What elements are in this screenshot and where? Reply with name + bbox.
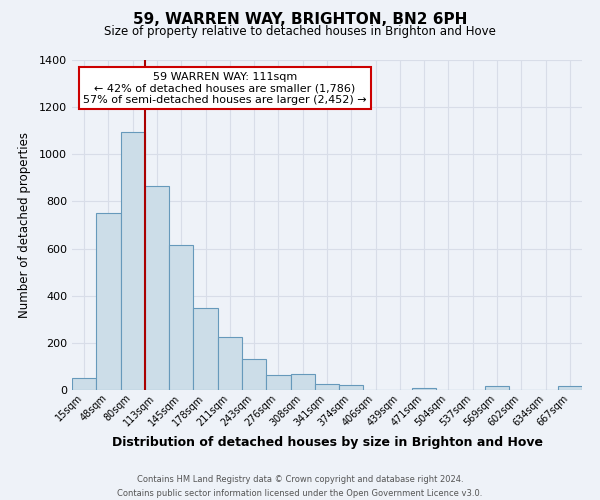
Bar	[339, 386, 364, 390]
Bar	[485, 386, 509, 390]
Bar	[72, 378, 96, 390]
Text: Size of property relative to detached houses in Brighton and Hove: Size of property relative to detached ho…	[104, 25, 496, 38]
Bar	[193, 308, 218, 390]
Bar	[169, 245, 193, 390]
Text: 59, WARREN WAY, BRIGHTON, BN2 6PH: 59, WARREN WAY, BRIGHTON, BN2 6PH	[133, 12, 467, 28]
Bar	[558, 386, 582, 390]
Y-axis label: Number of detached properties: Number of detached properties	[17, 132, 31, 318]
Bar	[315, 384, 339, 390]
Bar	[242, 360, 266, 390]
Bar	[266, 374, 290, 390]
Text: 59 WARREN WAY: 111sqm
← 42% of detached houses are smaller (1,786)
57% of semi-d: 59 WARREN WAY: 111sqm ← 42% of detached …	[83, 72, 367, 105]
Bar	[290, 374, 315, 390]
Bar	[96, 213, 121, 390]
Bar	[145, 186, 169, 390]
Bar	[412, 388, 436, 390]
X-axis label: Distribution of detached houses by size in Brighton and Hove: Distribution of detached houses by size …	[112, 436, 542, 449]
Bar	[218, 337, 242, 390]
Text: Contains HM Land Registry data © Crown copyright and database right 2024.
Contai: Contains HM Land Registry data © Crown c…	[118, 476, 482, 498]
Bar	[121, 132, 145, 390]
